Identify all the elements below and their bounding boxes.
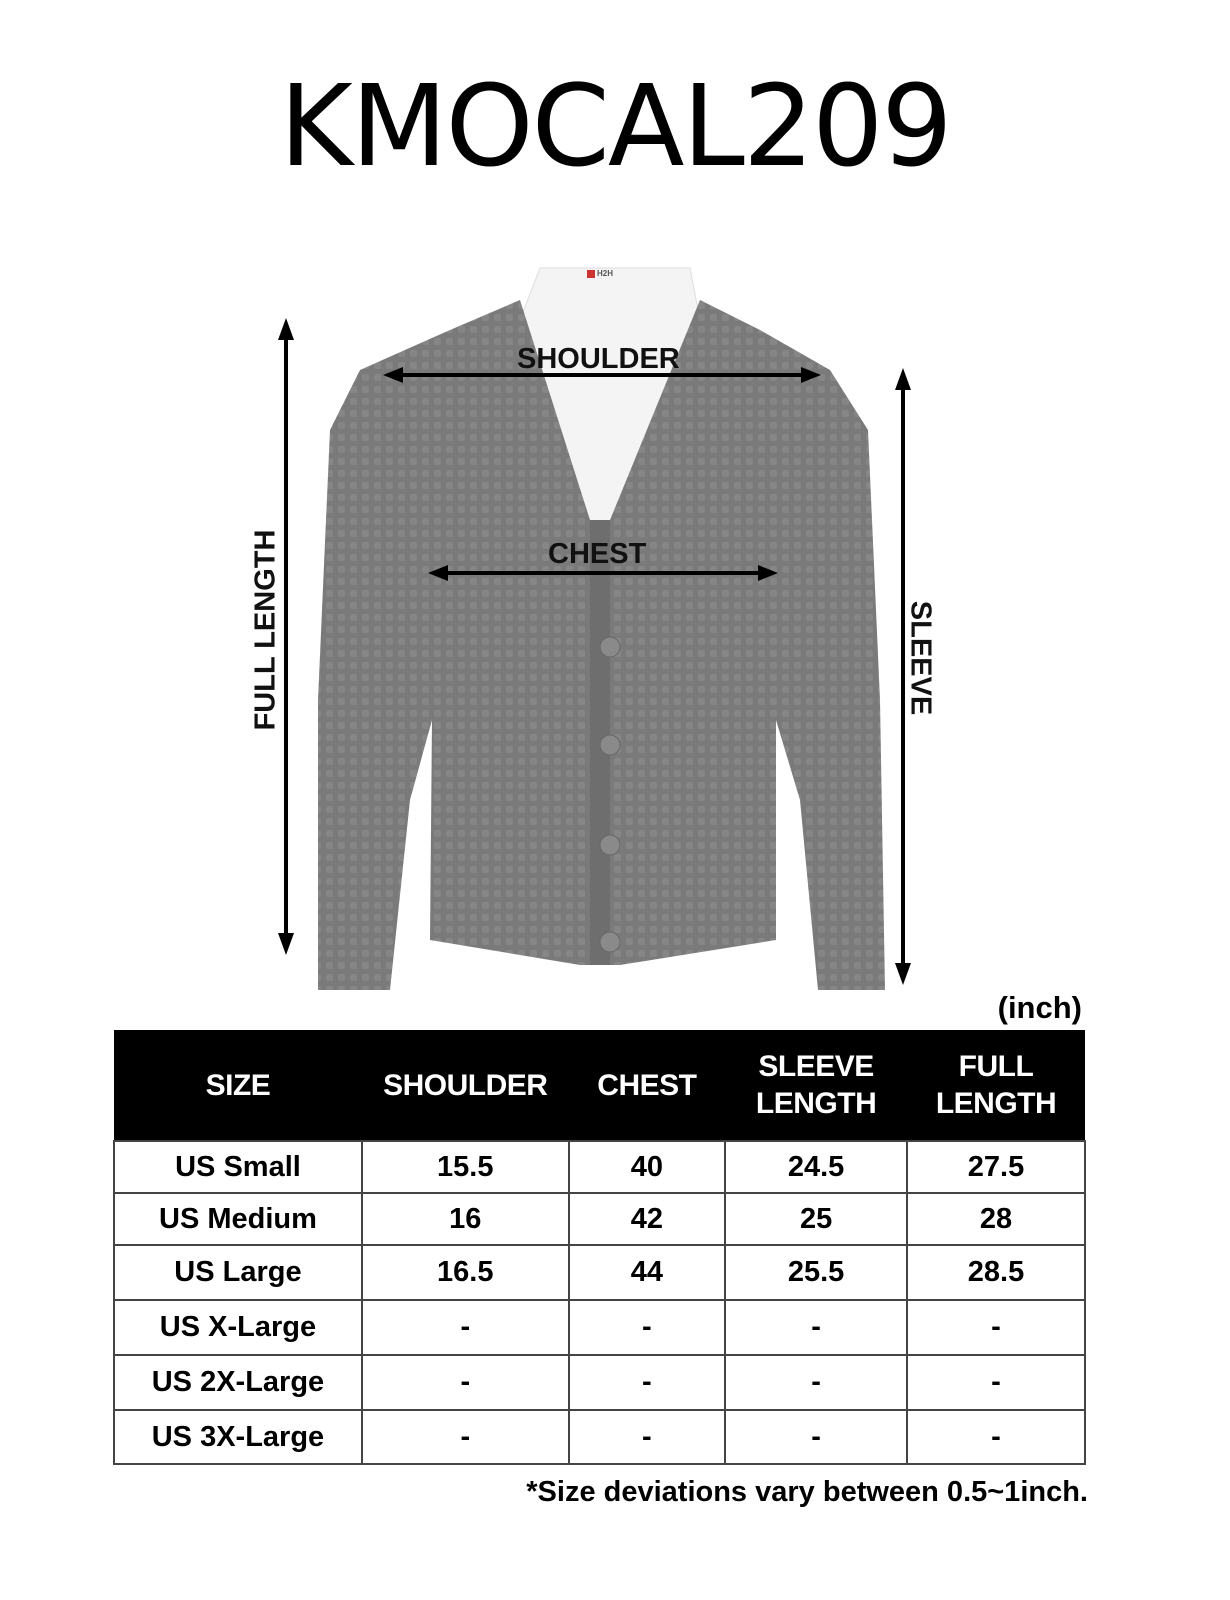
table-row: US Medium 16 42 25 28 xyxy=(113,1192,1087,1246)
table-cell: - xyxy=(905,1354,1087,1411)
garment-diagram xyxy=(278,267,911,990)
cardigan-image xyxy=(318,267,885,990)
collar-brand-tag: H2H xyxy=(597,269,614,278)
table-cell: 40 xyxy=(567,1140,727,1194)
unit-label: (inch) xyxy=(997,990,1082,1025)
table-cell: 27.5 xyxy=(905,1140,1087,1194)
table-cell: US 3X-Large xyxy=(113,1409,363,1465)
table-row: US 3X-Large - - - - xyxy=(113,1409,1087,1465)
table-row: US 2X-Large - - - - xyxy=(113,1354,1087,1411)
table-cell: US Large xyxy=(113,1244,363,1301)
table-cell: 25 xyxy=(724,1192,908,1246)
table-cell: US Medium xyxy=(113,1192,363,1246)
table-cell: 42 xyxy=(567,1192,727,1246)
shoulder-label: SHOULDER xyxy=(517,343,680,375)
table-cell: 15.5 xyxy=(360,1140,570,1194)
table-cell: 44 xyxy=(567,1244,727,1301)
header-chest: CHEST xyxy=(568,1030,726,1141)
chest-label: CHEST xyxy=(548,538,647,570)
table-cell: 28.5 xyxy=(905,1244,1087,1301)
size-table: SIZE SHOULDER CHEST SLEEVE LENGTH FULL L… xyxy=(113,1030,1087,1465)
table-row: US Small 15.5 40 24.5 27.5 xyxy=(113,1140,1087,1194)
header-sleeve-length: SLEEVE LENGTH xyxy=(725,1030,907,1141)
table-cell: - xyxy=(724,1299,908,1356)
table-cell: - xyxy=(905,1299,1087,1356)
full-length-label: FULL LENGTH xyxy=(249,529,282,731)
table-cell: 16 xyxy=(360,1192,570,1246)
table-row: US Large 16.5 44 25.5 28.5 xyxy=(113,1244,1087,1301)
table-cell: 16.5 xyxy=(360,1244,570,1301)
table-cell: - xyxy=(360,1299,570,1356)
header-size: SIZE xyxy=(114,1030,362,1141)
table-cell: US Small xyxy=(113,1140,363,1194)
table-cell: - xyxy=(567,1354,727,1411)
header-shoulder: SHOULDER xyxy=(361,1030,569,1141)
table-cell: - xyxy=(724,1354,908,1411)
table-cell: 28 xyxy=(905,1192,1087,1246)
table-cell: US 2X-Large xyxy=(113,1354,363,1411)
product-code-title: KMOCAL209 xyxy=(279,62,952,192)
table-cell: - xyxy=(567,1299,727,1356)
table-cell: - xyxy=(905,1409,1087,1465)
size-deviation-note: *Size deviations vary between 0.5~1inch. xyxy=(526,1476,1088,1508)
header-full-length: FULL LENGTH xyxy=(906,1030,1085,1141)
table-cell: - xyxy=(360,1354,570,1411)
table-cell: US X-Large xyxy=(113,1299,363,1356)
table-cell: 24.5 xyxy=(724,1140,908,1194)
table-header-row: SIZE SHOULDER CHEST SLEEVE LENGTH FULL L… xyxy=(114,1030,1085,1141)
table-cell: - xyxy=(360,1409,570,1465)
table-cell: 25.5 xyxy=(724,1244,908,1301)
table-cell: - xyxy=(724,1409,908,1465)
sleeve-label: SLEEVE xyxy=(904,600,937,716)
table-row: US X-Large - - - - xyxy=(113,1299,1087,1356)
table-cell: - xyxy=(567,1409,727,1465)
